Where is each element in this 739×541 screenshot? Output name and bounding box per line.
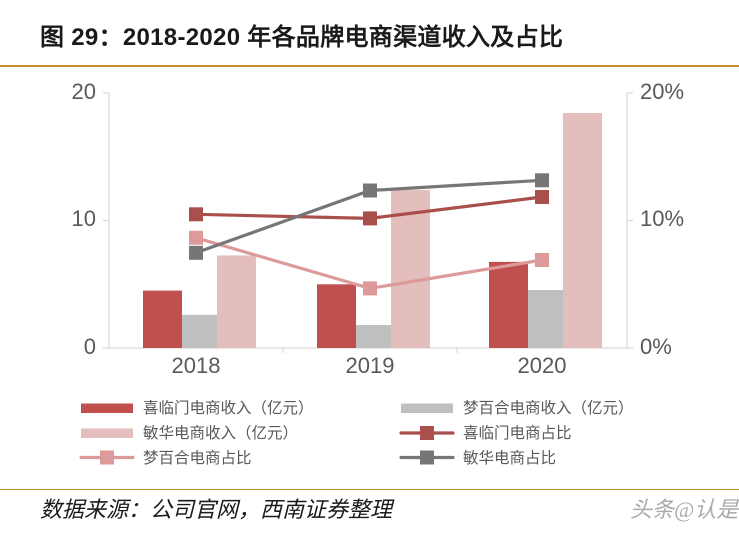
svg-text:敏华电商收入（亿元）: 敏华电商收入（亿元） [143,424,298,442]
svg-text:梦百合电商占比: 梦百合电商占比 [143,449,252,467]
svg-text:敏华电商占比: 敏华电商占比 [463,449,556,467]
svg-text:喜临门电商收入（亿元）: 喜临门电商收入（亿元） [143,399,314,417]
svg-text:梦百合电商收入（亿元）: 梦百合电商收入（亿元） [463,399,634,417]
svg-text:喜临门电商占比: 喜临门电商占比 [463,424,572,442]
